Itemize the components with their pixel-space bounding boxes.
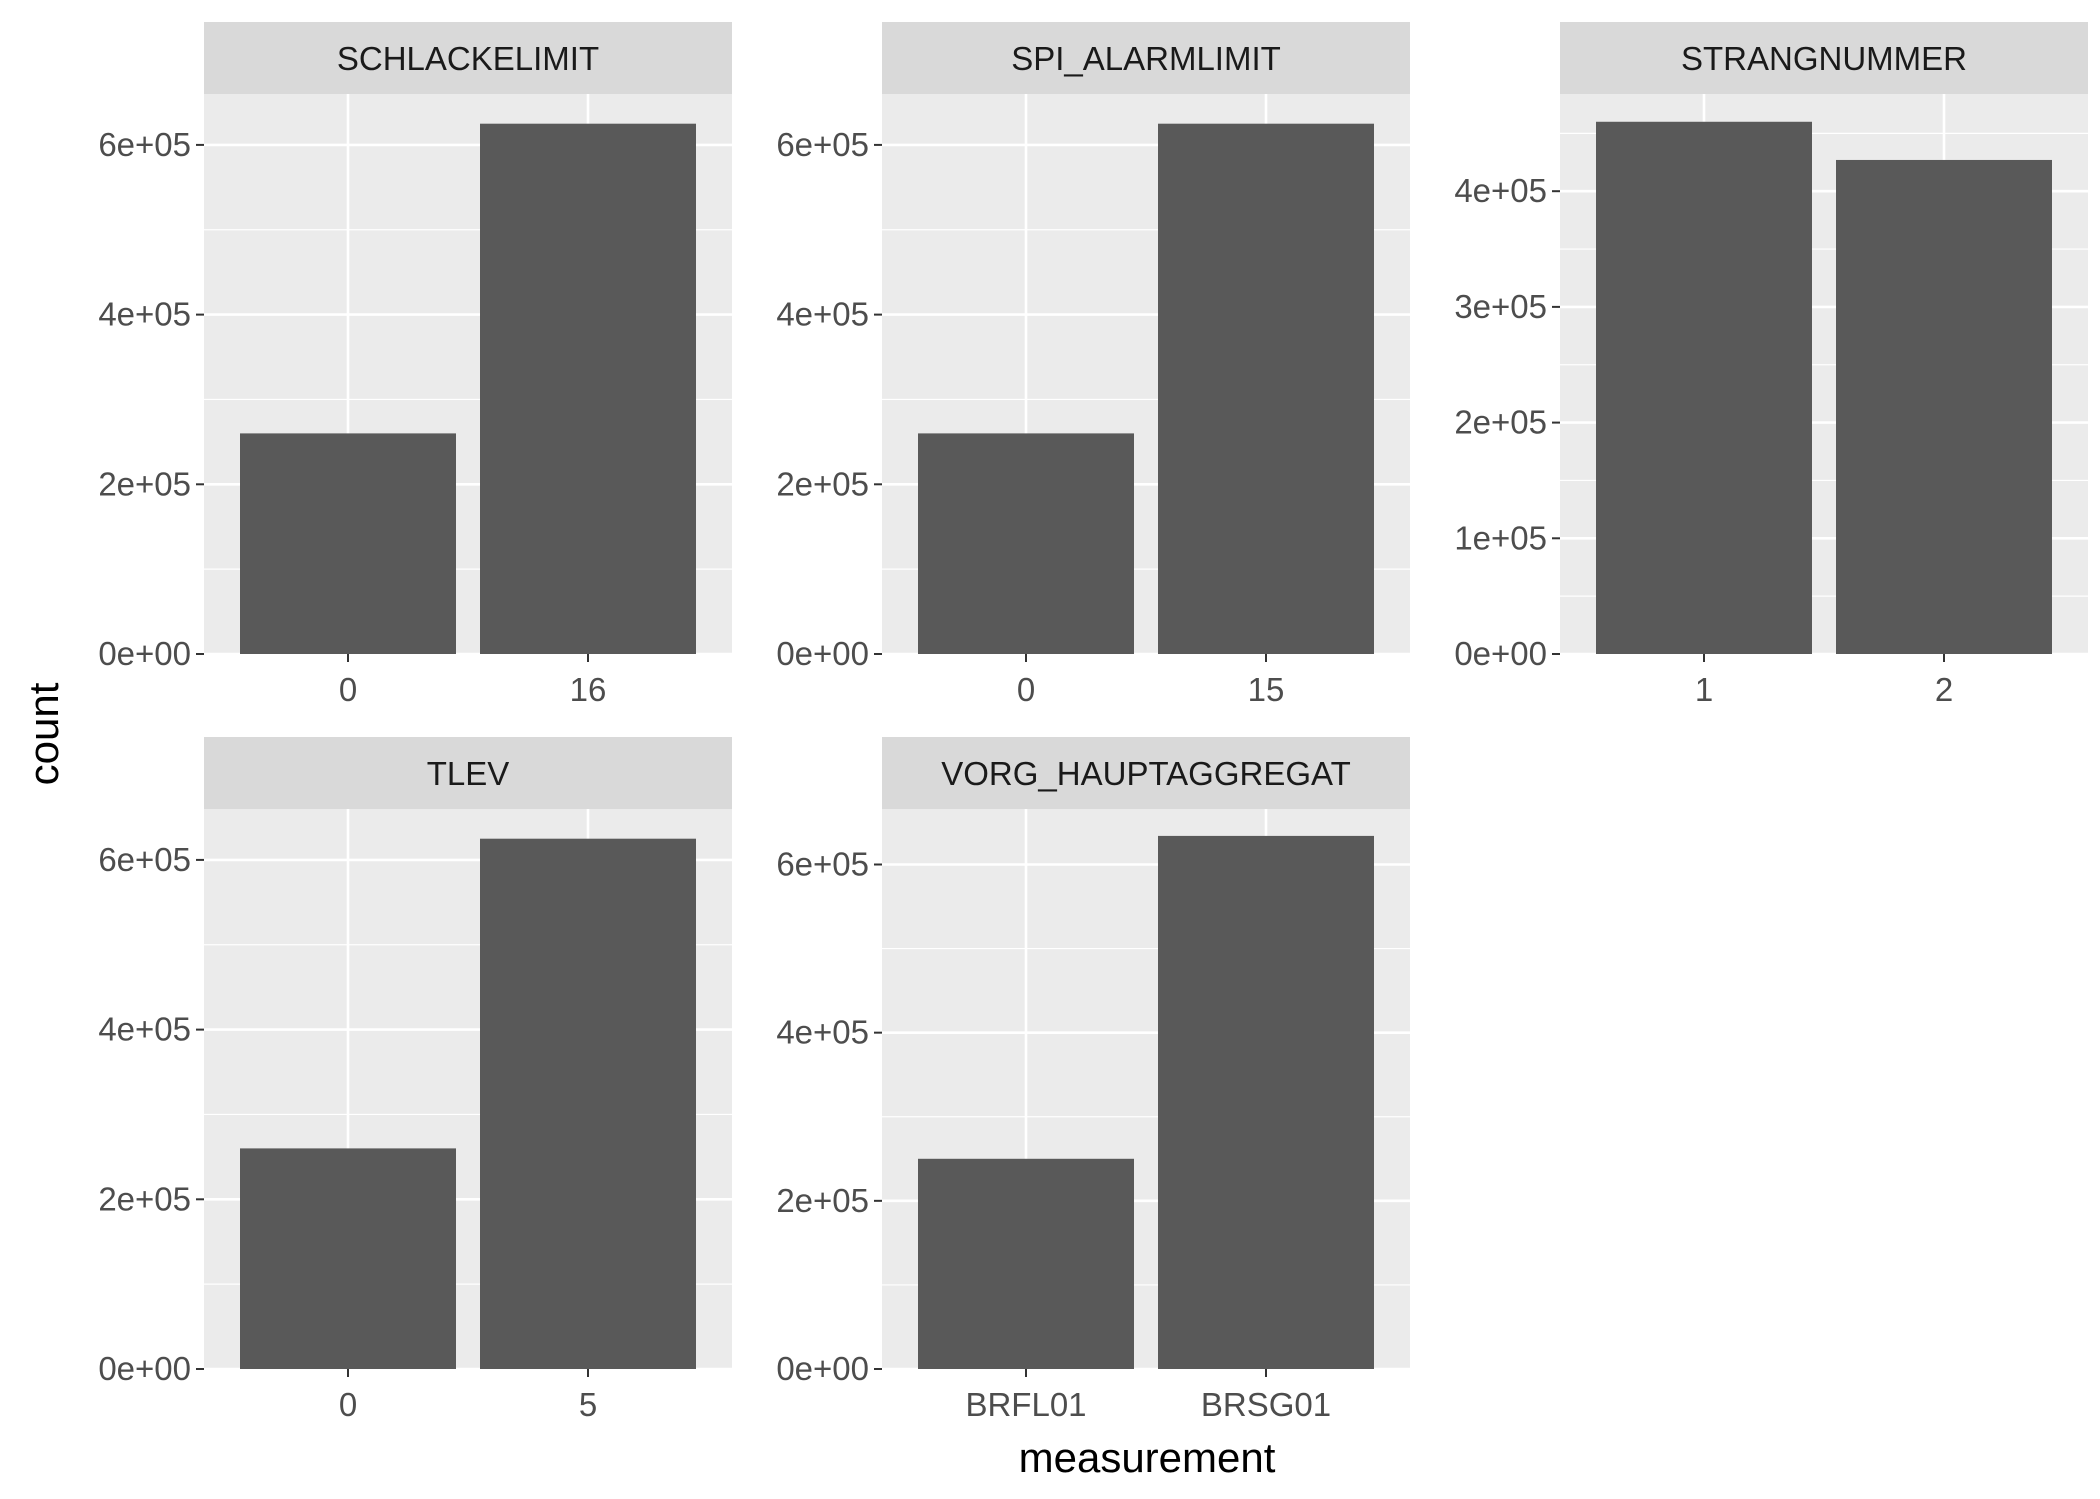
bar — [240, 433, 456, 654]
y-tick-label: 6e+05 — [98, 841, 191, 878]
facet-strip — [1560, 22, 2088, 94]
y-axis-title: count — [20, 682, 67, 785]
bar — [1596, 121, 1812, 654]
y-tick-label: 6e+05 — [776, 126, 869, 163]
y-tick-label: 4e+05 — [776, 296, 869, 333]
facet-strip — [204, 737, 732, 809]
y-tick-label: 0e+00 — [776, 1350, 869, 1387]
facet-panel: SCHLACKELIMIT 0e+00 2e+05 4e+05 6e+05 0 16 — [98, 22, 732, 708]
y-tick-label: 3e+05 — [1454, 288, 1547, 325]
bar — [1836, 159, 2052, 654]
facet-strip-label: SCHLACKELIMIT — [337, 40, 599, 77]
bar — [240, 1148, 456, 1369]
y-tick-label: 4e+05 — [1454, 172, 1547, 209]
bar — [918, 1158, 1134, 1369]
facet-strip-label: SPI_ALARMLIMIT — [1011, 40, 1281, 77]
y-tick-label: 4e+05 — [98, 1011, 191, 1048]
facet-strip-label: VORG_HAUPTAGGREGAT — [941, 755, 1351, 792]
y-tick-label: 4e+05 — [776, 1014, 869, 1051]
x-tick-label: 0 — [339, 1386, 357, 1423]
y-tick-label: 0e+00 — [98, 635, 191, 672]
x-axis-title: measurement — [1019, 1434, 1276, 1481]
facet-strip-label: STRANGNUMMER — [1681, 40, 1967, 77]
y-tick-label: 0e+00 — [776, 635, 869, 672]
y-tick-label: 2e+05 — [98, 465, 191, 502]
y-tick-label: 6e+05 — [776, 845, 869, 882]
facet-panel: TLEV 0e+00 2e+05 4e+05 6e+05 0 5 — [98, 737, 732, 1423]
y-tick-label: 2e+05 — [98, 1180, 191, 1217]
facet-strip-label: TLEV — [427, 755, 510, 792]
bar — [1158, 835, 1374, 1369]
x-tick-label: 2 — [1935, 671, 1953, 708]
bar — [480, 123, 696, 655]
y-tick-label: 2e+05 — [1454, 404, 1547, 441]
x-tick-label: 1 — [1695, 671, 1713, 708]
facet-panel: VORG_HAUPTAGGREGAT 0e+00 2e+05 4e+05 6e+05 BR… — [776, 737, 1410, 1423]
x-tick-label: BRFL01 — [965, 1386, 1086, 1423]
y-tick-label: 0e+00 — [1454, 635, 1547, 672]
y-tick-label: 6e+05 — [98, 126, 191, 163]
y-tick-label: 0e+00 — [98, 1350, 191, 1387]
y-tick-label: 1e+05 — [1454, 519, 1547, 556]
facet-panel: STRANGNUMMER 0e+00 1e+05 2e+05 3e+05 4e+05 1 2 — [1454, 22, 2088, 708]
facet-panels: SCHLACKELIMIT 0e+00 2e+05 4e+05 6e+05 0 16 SPI_… — [98, 22, 2088, 1423]
facet-panel: SPI_ALARMLIMIT 0e+00 2e+05 4e+05 6e+05 0 15 — [776, 22, 1410, 708]
x-tick-label: 5 — [579, 1386, 597, 1423]
x-tick-label: 15 — [1248, 671, 1285, 708]
x-tick-label: 16 — [570, 671, 607, 708]
bar — [1158, 123, 1374, 655]
y-tick-label: 2e+05 — [776, 465, 869, 502]
facet-strip — [204, 22, 732, 94]
bar — [480, 838, 696, 1369]
bar — [918, 433, 1134, 654]
facet-strip — [882, 22, 1410, 94]
y-tick-label: 2e+05 — [776, 1182, 869, 1219]
x-tick-label: 0 — [339, 671, 357, 708]
x-tick-label: 0 — [1017, 671, 1035, 708]
facet-strip — [882, 737, 1410, 809]
y-tick-label: 4e+05 — [98, 296, 191, 333]
x-tick-label: BRSG01 — [1201, 1386, 1331, 1423]
